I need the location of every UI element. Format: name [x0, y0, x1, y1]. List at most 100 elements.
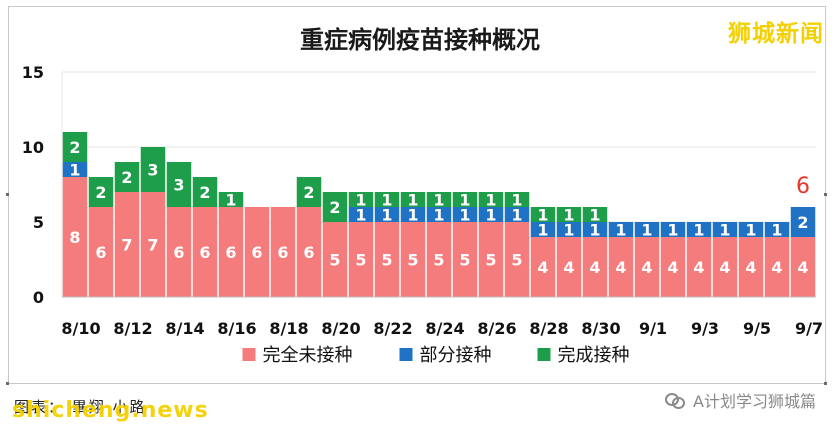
- data-label: 2: [303, 183, 314, 202]
- y-tick-label: 0: [33, 288, 44, 307]
- data-label: 1: [69, 161, 80, 180]
- data-label: 1: [745, 221, 756, 240]
- bar-segment: [426, 207, 452, 222]
- data-label: 1: [485, 206, 496, 225]
- bar-segment: [114, 162, 140, 192]
- bar-segment: [556, 207, 582, 222]
- data-label: 5: [381, 251, 392, 270]
- data-label: 1: [381, 191, 392, 210]
- bar-segment: [452, 207, 478, 222]
- x-tick-label: 8/22: [373, 319, 412, 338]
- bar-segment: [374, 222, 400, 297]
- resize-handle-left[interactable]: [6, 193, 9, 196]
- data-label: 1: [459, 206, 470, 225]
- data-label: 1: [485, 191, 496, 210]
- data-label: 1: [433, 191, 444, 210]
- account-credit: A计划学习狮城篇: [665, 388, 816, 412]
- data-label: 1: [511, 191, 522, 210]
- bar-segment: [530, 237, 556, 297]
- data-label: 4: [719, 258, 730, 277]
- bar-segment: [322, 222, 348, 297]
- data-label: 1: [407, 191, 418, 210]
- data-label: 4: [797, 258, 808, 277]
- bar-segment: [634, 222, 660, 237]
- data-label: 6: [225, 243, 236, 262]
- bar-segment: [348, 222, 374, 297]
- resize-handle-right[interactable]: [824, 193, 827, 196]
- data-label: 1: [459, 191, 470, 210]
- data-label: 4: [745, 258, 756, 277]
- resize-handle-bottom-right[interactable]: [824, 382, 827, 385]
- data-label: 1: [641, 221, 652, 240]
- data-label: 1: [771, 221, 782, 240]
- legend-swatch: [242, 348, 256, 361]
- resize-handle-bottom-left[interactable]: [6, 382, 9, 385]
- data-label: 6: [251, 243, 262, 262]
- data-label: 4: [641, 258, 652, 277]
- data-label: 1: [589, 221, 600, 240]
- data-label: 8: [69, 228, 80, 247]
- data-label: 1: [667, 221, 678, 240]
- data-label: 3: [173, 176, 184, 195]
- data-label: 1: [407, 206, 418, 225]
- x-tick-label: 9/1: [639, 319, 667, 338]
- bar-segment: [62, 132, 88, 162]
- legend-swatch: [399, 348, 413, 361]
- bar-segment: [270, 207, 296, 297]
- bar-segment: [582, 237, 608, 297]
- bar-segment: [712, 222, 738, 237]
- bar-segment: [400, 192, 426, 207]
- bar-segment: [62, 162, 88, 177]
- bar-segment: [452, 222, 478, 297]
- bar-segment: [140, 147, 166, 192]
- x-tick-label: 9/3: [691, 319, 719, 338]
- bar-segment: [738, 237, 764, 297]
- watermark-logo: 狮城新闻: [728, 21, 824, 47]
- data-label: 1: [615, 221, 626, 240]
- bar-segment: [530, 222, 556, 237]
- bar-segment: [478, 207, 504, 222]
- x-tick-label: 8/26: [477, 319, 516, 338]
- data-label: 5: [407, 251, 418, 270]
- bar-segment: [348, 192, 374, 207]
- bar-segment: [322, 192, 348, 222]
- bar-segment: [166, 207, 192, 297]
- data-label: 7: [147, 236, 158, 255]
- data-label: 6: [95, 243, 106, 262]
- data-label: 1: [693, 221, 704, 240]
- y-tick-label: 5: [33, 213, 44, 232]
- bar-segment: [686, 222, 712, 237]
- data-label: 2: [121, 168, 132, 187]
- bar-segment: [296, 177, 322, 207]
- y-tick-label: 15: [22, 63, 44, 82]
- bar-segment: [192, 177, 218, 207]
- data-label: 2: [69, 138, 80, 157]
- bar-segment: [400, 207, 426, 222]
- bar-segment: [608, 237, 634, 297]
- bar-segment: [764, 222, 790, 237]
- data-label: 3: [147, 161, 158, 180]
- x-tick-label: 8/16: [217, 319, 256, 338]
- data-label: 1: [225, 191, 236, 210]
- data-label: 1: [719, 221, 730, 240]
- account-name: A计划学习狮城篇: [693, 392, 816, 411]
- data-label: 2: [199, 183, 210, 202]
- data-label: 5: [355, 251, 366, 270]
- bar-segment: [348, 207, 374, 222]
- bar-segment: [790, 237, 816, 297]
- data-label: 1: [381, 206, 392, 225]
- data-label: 1: [511, 206, 522, 225]
- x-tick-label: 9/7: [795, 319, 823, 338]
- bar-segment: [504, 192, 530, 207]
- data-label: 1: [589, 206, 600, 225]
- bar-segment: [686, 237, 712, 297]
- bar-segment: [582, 222, 608, 237]
- data-label: 2: [797, 213, 808, 232]
- bar-segment: [478, 222, 504, 297]
- bar-segment: [452, 192, 478, 207]
- bar-segment: [88, 177, 114, 207]
- bar-segment: [478, 192, 504, 207]
- data-label: 2: [95, 183, 106, 202]
- data-label: 5: [511, 251, 522, 270]
